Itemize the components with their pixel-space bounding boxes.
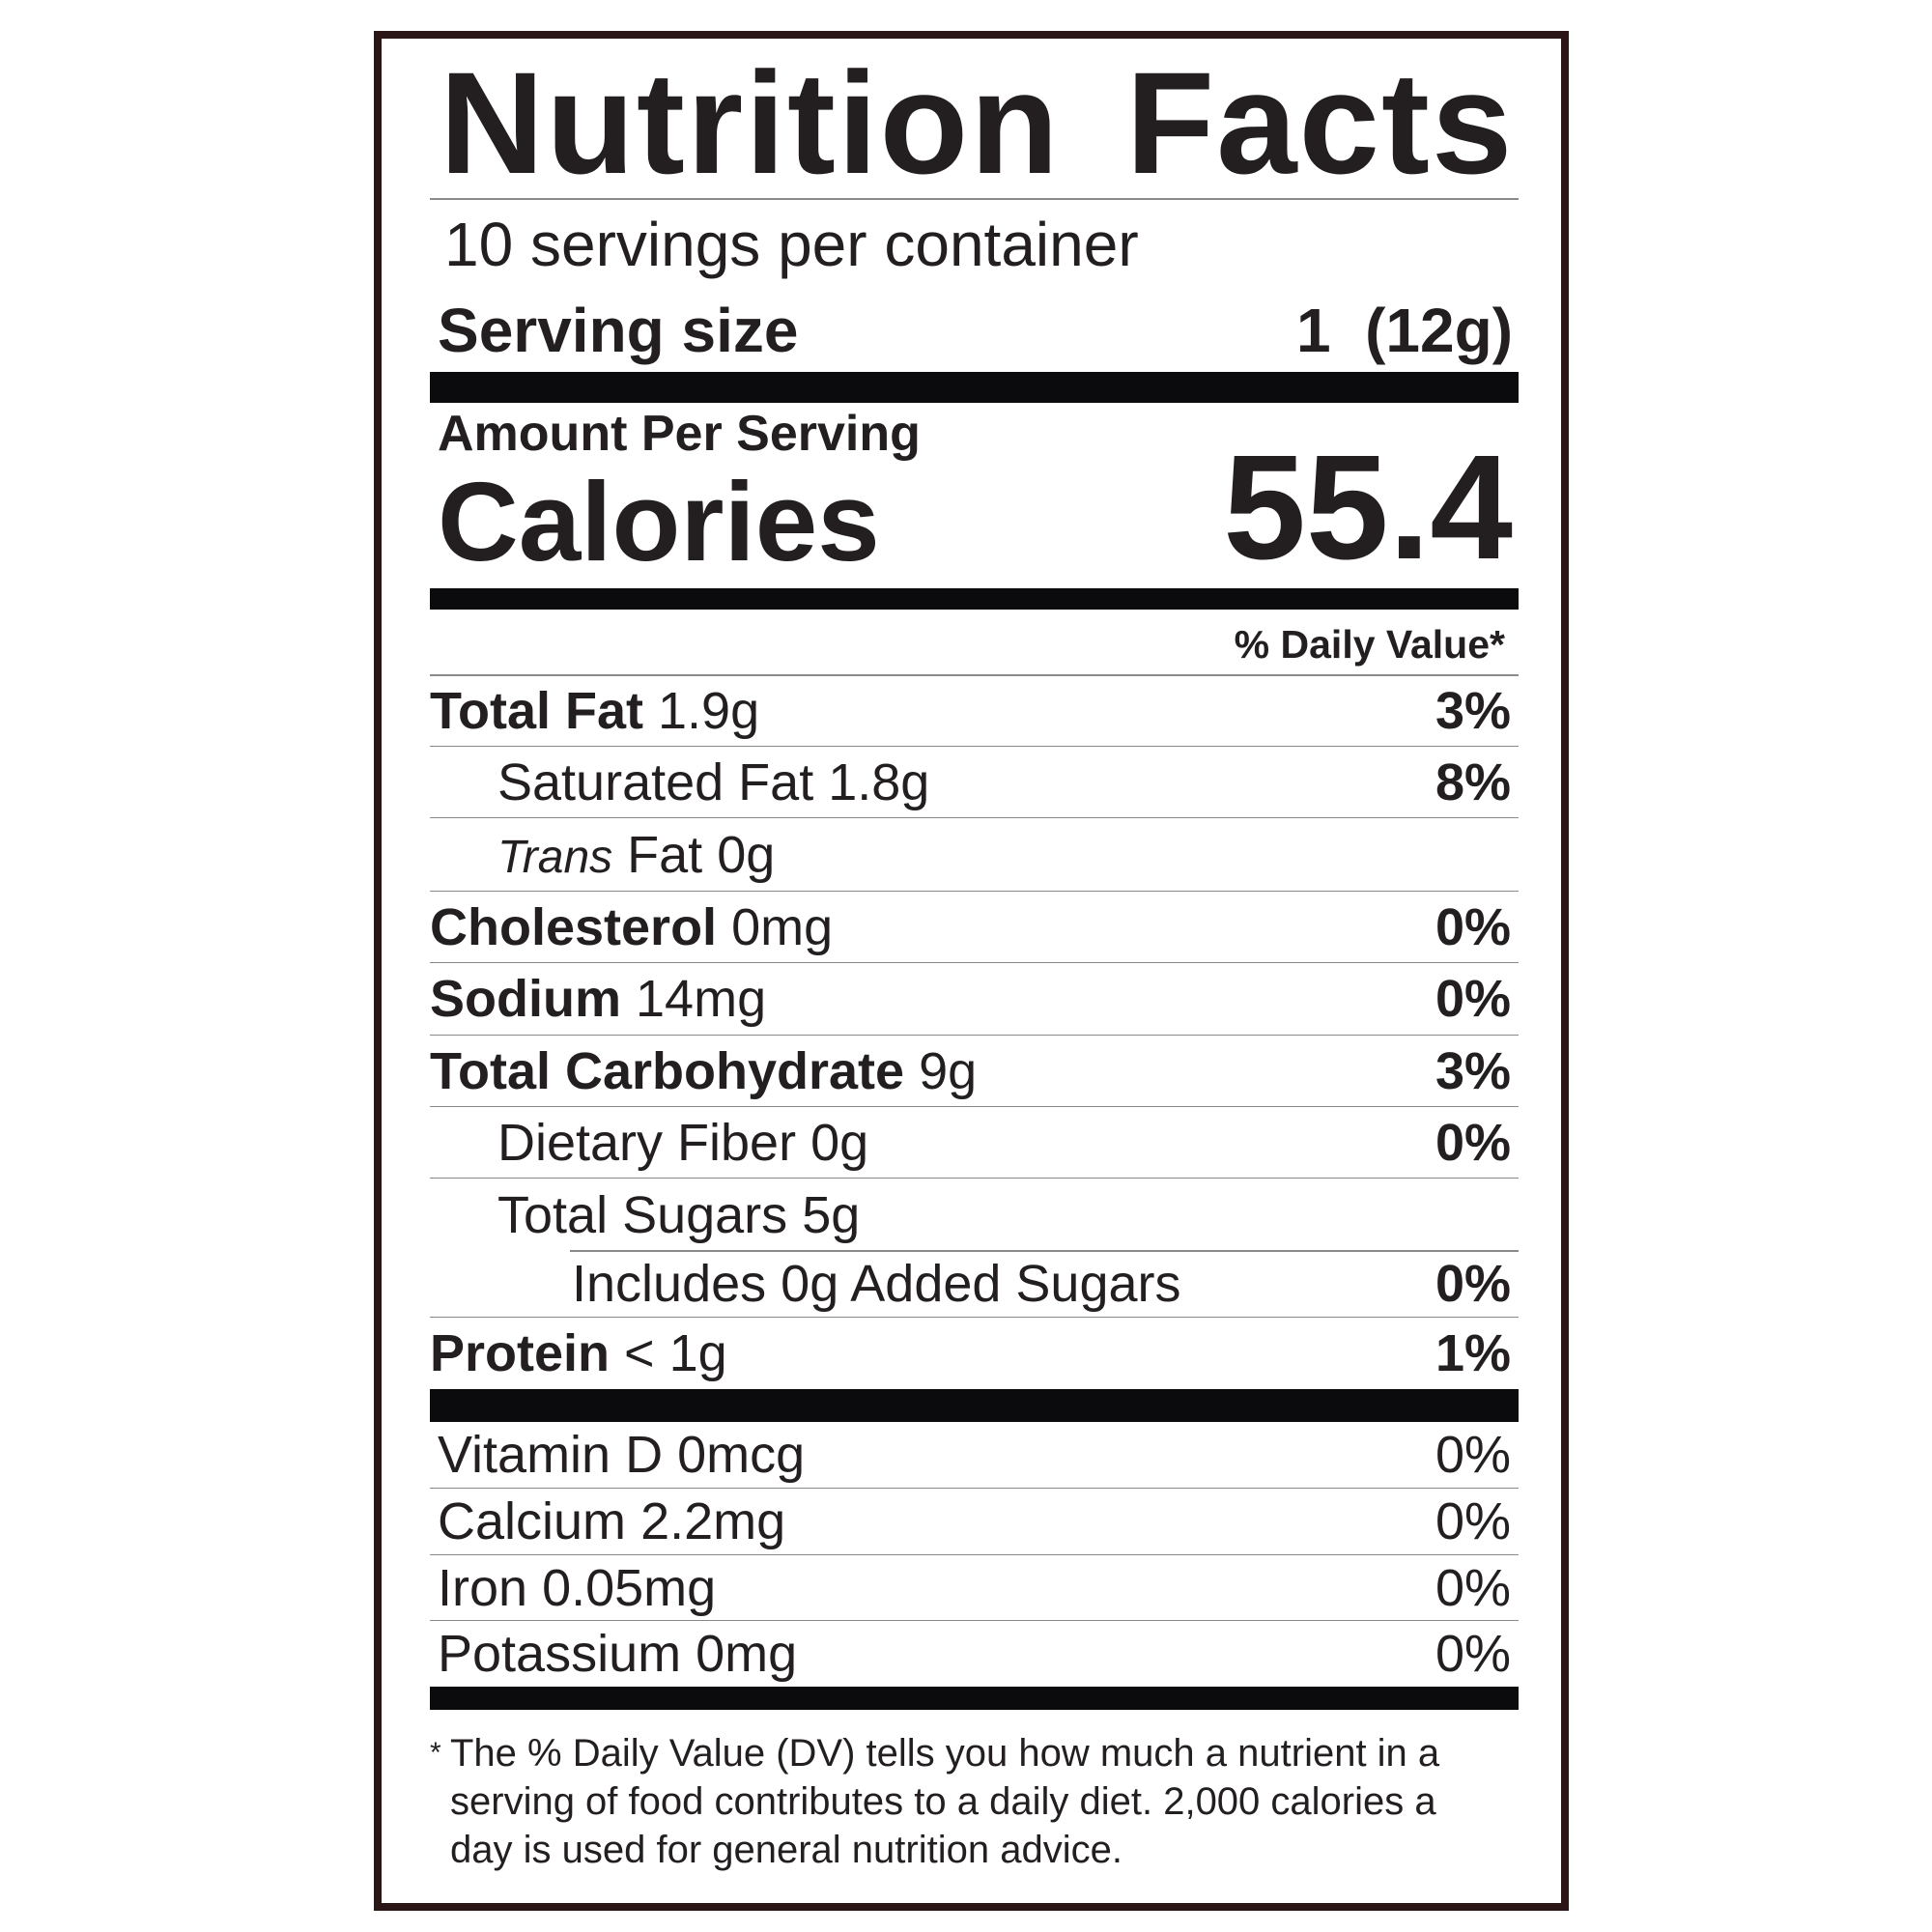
nutrient-name: Dietary Fiber: [497, 1113, 797, 1172]
nutrient-dv: 0%: [1435, 897, 1511, 956]
title: Nutrition Facts: [440, 42, 1515, 204]
amount-per-serving: Amount Per Serving: [438, 406, 921, 462]
nutrient-amount: 9g: [919, 1041, 978, 1100]
nutrient-row: Saturated Fat 1.8g 8%: [430, 747, 1519, 818]
nutrient-name: Total Carbohydrate: [430, 1041, 905, 1100]
thick-bar: [430, 372, 1519, 403]
nutrient-amount: 5g: [802, 1185, 861, 1244]
nutrient-row: Total Carbohydrate 9g 3%: [430, 1036, 1519, 1107]
vitamin-amount: 2.2mg: [640, 1492, 786, 1550]
vitamin-dv: 0%: [1435, 1426, 1511, 1484]
vitamin-dv: 0%: [1435, 1625, 1511, 1683]
nutrient-name: Total Sugars: [497, 1185, 788, 1244]
servings: 10 servings per container: [444, 210, 1139, 279]
nutrient-amount: 14mg: [636, 970, 767, 1028]
nutrient-dv: 8%: [1435, 753, 1511, 811]
vitamin-amount: 0mg: [696, 1625, 798, 1683]
nutrient-name: Added Sugars: [850, 1255, 1181, 1313]
vitamin-row: Vitamin D 0mcg 0%: [430, 1422, 1519, 1489]
nutrient-dv: 3%: [1435, 1041, 1511, 1100]
divider: [430, 674, 1519, 676]
nutrient-row: Total Fat 1.9g 3%: [430, 675, 1519, 747]
calories-label: Calories: [438, 459, 880, 584]
nutrient-row: Dietary Fiber 0g 0%: [430, 1107, 1519, 1179]
vitamin-dv: 0%: [1435, 1492, 1511, 1550]
nutrient-amount: 0g: [781, 1255, 839, 1313]
vitamin-name: Potassium: [438, 1625, 682, 1683]
nutrient-dv: 0%: [1435, 1113, 1511, 1172]
thick-bar: [430, 588, 1519, 610]
vitamin-name: Vitamin D: [438, 1426, 664, 1484]
footnote-line: The % Daily Value (DV) tells you how muc…: [450, 1732, 1440, 1775]
vitamin-amount: 0mcg: [677, 1426, 806, 1484]
nutrient-name: Cholesterol: [430, 897, 718, 956]
thick-bar: [430, 1687, 1519, 1710]
nutrient-prefix: Includes: [572, 1255, 767, 1313]
vitamin-row: Iron 0.05mg 0%: [430, 1555, 1519, 1621]
dv-header: % Daily Value*: [1234, 621, 1505, 667]
nutrient-name: Protein: [430, 1324, 611, 1382]
vitamin-row: Potassium 0mg 0%: [430, 1621, 1519, 1687]
divider: [430, 198, 1519, 200]
nutrient-amount: 1.9g: [658, 681, 760, 740]
nutrient-amount: 0g: [810, 1113, 869, 1172]
vitamin-name: Iron: [438, 1558, 528, 1617]
nutrient-row: Includes 0g Added Sugars 0%: [430, 1251, 1519, 1318]
footnote-line: serving of food contributes to a daily d…: [450, 1780, 1436, 1823]
serving-size-label: Serving size: [438, 296, 799, 365]
nutrient-dv: 3%: [1435, 681, 1511, 740]
nutrient-name: Sodium: [430, 970, 621, 1028]
vitamin-row: Calcium 2.2mg 0%: [430, 1489, 1519, 1555]
nutrient-row: Trans Fat 0g: [430, 818, 1519, 892]
nutrient-row: Sodium 14mg 0%: [430, 963, 1519, 1036]
dv-header-row: % Daily Value*: [430, 616, 1519, 672]
nutrient-dv: 0%: [1435, 1255, 1511, 1313]
serving-size-row: Serving size 1 (12g): [430, 296, 1519, 365]
nutrient-row: Total Sugars 5g: [430, 1179, 1519, 1251]
calories-value: 55.4: [1223, 424, 1513, 590]
nutrient-row: Protein < 1g 1%: [430, 1318, 1519, 1389]
divider: [570, 1250, 1519, 1252]
footnote-line: day is used for general nutrition advice…: [450, 1829, 1122, 1871]
nutrient-amount: 0mg: [731, 897, 834, 956]
serving-size-value: 1 (12g): [1295, 296, 1513, 365]
vitamin-dv: 0%: [1435, 1558, 1511, 1617]
calories-row: Calories 55.4: [430, 433, 1519, 584]
nutrient-amount: 1.8g: [828, 753, 930, 811]
nutrient-dv: 1%: [1435, 1324, 1511, 1382]
footnote-mark: *: [430, 1737, 441, 1769]
nutrient-amount: < 1g: [624, 1324, 727, 1382]
nutrient-name: Fat: [627, 825, 703, 884]
vitamin-amount: 0.05mg: [542, 1558, 717, 1617]
nutrient-dv: 0%: [1435, 970, 1511, 1028]
nutrient-name: Saturated Fat: [497, 753, 814, 811]
nutrient-row: Cholesterol 0mg 0%: [430, 892, 1519, 963]
nutrient-name-italic: Trans: [497, 831, 613, 883]
vitamin-name: Calcium: [438, 1492, 627, 1550]
label-border: [374, 31, 1569, 1911]
nutrient-amount: 0g: [717, 825, 776, 884]
nutrient-name: Total Fat: [430, 681, 643, 740]
thick-bar: [430, 1389, 1519, 1422]
footnote: The % Daily Value (DV) tells you how muc…: [450, 1729, 1439, 1874]
